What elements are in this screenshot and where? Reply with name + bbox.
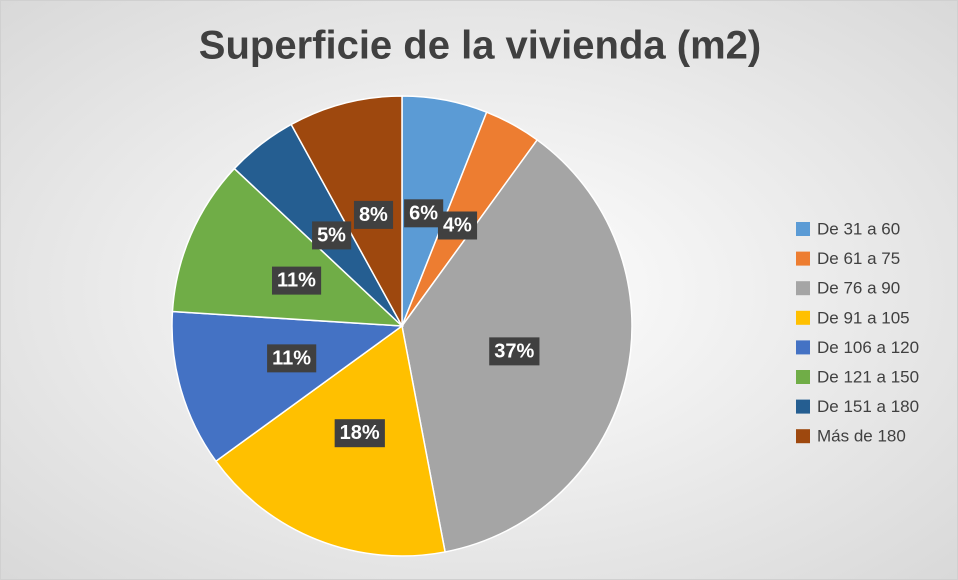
legend-swatch	[796, 340, 810, 355]
pie-slice	[290, 95, 403, 327]
data-label: 6%	[409, 202, 438, 224]
data-label-box	[267, 344, 317, 373]
data-label: 18%	[340, 422, 380, 444]
data-label: 11%	[272, 347, 311, 369]
legend-swatch	[796, 399, 810, 414]
chart-title: Superficie de la vivienda (m2)	[199, 24, 761, 68]
legend-swatch	[796, 281, 810, 296]
pie-slice	[214, 324, 446, 557]
data-label-box	[353, 200, 394, 229]
data-label-box	[271, 266, 322, 295]
legend-label: Más de 180	[817, 427, 906, 446]
legend-label: De 76 a 90	[817, 279, 900, 298]
data-label-box	[312, 221, 352, 250]
legend-label: De 106 a 120	[817, 338, 919, 357]
pie-slice	[171, 167, 405, 327]
legend-label: De 91 a 105	[817, 308, 910, 327]
legend-label: De 31 a 60	[817, 219, 900, 238]
data-label-box	[404, 199, 444, 228]
legend-swatch	[796, 429, 810, 444]
data-label-box	[334, 419, 385, 448]
data-label: 37%	[494, 340, 534, 362]
pie-slice	[171, 310, 405, 463]
legend-swatch	[796, 222, 810, 236]
data-label-box	[489, 337, 540, 366]
legend-label: De 61 a 75	[817, 249, 900, 268]
legend-swatch	[796, 310, 810, 325]
legend-swatch	[796, 370, 810, 384]
legend-label: De 121 a 150	[817, 367, 919, 386]
data-label-box	[437, 211, 478, 240]
data-label: 4%	[443, 215, 472, 237]
data-label: 11%	[277, 270, 316, 292]
legend-label: De 151 a 180	[817, 397, 919, 416]
data-label: 5%	[317, 224, 346, 246]
data-label: 8%	[359, 204, 388, 226]
legend-swatch	[796, 251, 810, 266]
